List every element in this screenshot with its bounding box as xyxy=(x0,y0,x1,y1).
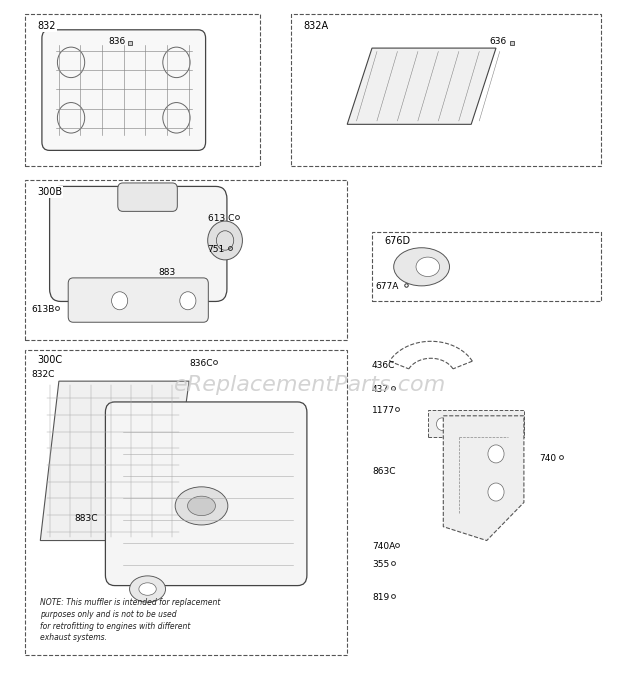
Text: 832: 832 xyxy=(37,21,56,30)
Text: 613B: 613B xyxy=(31,306,55,314)
Text: 677A: 677A xyxy=(375,282,399,290)
Text: NOTE: This muffler is intended for replacement: NOTE: This muffler is intended for repla… xyxy=(40,598,221,607)
Text: 1177: 1177 xyxy=(372,406,395,414)
Text: 613 C: 613 C xyxy=(208,214,234,222)
Text: 436C: 436C xyxy=(372,362,396,370)
Text: 883C: 883C xyxy=(74,514,98,523)
Bar xyxy=(25,350,347,655)
Circle shape xyxy=(436,418,448,430)
FancyBboxPatch shape xyxy=(42,30,206,150)
Text: exhaust systems.: exhaust systems. xyxy=(40,633,107,642)
Circle shape xyxy=(498,418,510,430)
Circle shape xyxy=(488,445,504,463)
Text: 740A: 740A xyxy=(372,542,396,550)
Text: for retrofitting to engines with different: for retrofitting to engines with differe… xyxy=(40,622,191,631)
Text: 300C: 300C xyxy=(37,355,63,365)
Text: 836: 836 xyxy=(108,37,126,46)
Text: 740: 740 xyxy=(539,455,557,463)
Text: 636: 636 xyxy=(490,37,507,46)
FancyBboxPatch shape xyxy=(105,402,307,586)
Text: 832C: 832C xyxy=(31,370,55,378)
FancyBboxPatch shape xyxy=(428,410,524,437)
Circle shape xyxy=(208,221,242,260)
Circle shape xyxy=(112,292,128,310)
Text: 355: 355 xyxy=(372,561,389,569)
Text: 832A: 832A xyxy=(304,21,329,30)
Bar xyxy=(25,180,347,340)
Ellipse shape xyxy=(139,583,156,595)
Polygon shape xyxy=(347,48,496,124)
Polygon shape xyxy=(443,416,524,541)
Bar xyxy=(291,14,601,166)
Text: 676D: 676D xyxy=(384,236,410,245)
Circle shape xyxy=(488,483,504,501)
FancyBboxPatch shape xyxy=(68,278,208,322)
FancyBboxPatch shape xyxy=(50,186,227,301)
Ellipse shape xyxy=(394,247,450,286)
Ellipse shape xyxy=(130,576,166,602)
FancyBboxPatch shape xyxy=(118,183,177,211)
Polygon shape xyxy=(40,381,189,541)
Ellipse shape xyxy=(175,486,228,525)
Text: 437: 437 xyxy=(372,385,389,394)
Ellipse shape xyxy=(187,496,215,516)
Circle shape xyxy=(180,292,196,310)
Text: 300B: 300B xyxy=(37,187,63,197)
Text: 836C: 836C xyxy=(189,360,213,368)
Text: 751: 751 xyxy=(208,245,225,254)
Bar xyxy=(372,232,601,301)
Text: eReplacementParts.com: eReplacementParts.com xyxy=(174,375,446,394)
Bar xyxy=(25,14,260,166)
Ellipse shape xyxy=(416,257,440,277)
Text: purposes only and is not to be used: purposes only and is not to be used xyxy=(40,610,177,619)
Text: 863C: 863C xyxy=(372,467,396,475)
Text: 883: 883 xyxy=(158,268,175,277)
Text: 819: 819 xyxy=(372,593,389,602)
